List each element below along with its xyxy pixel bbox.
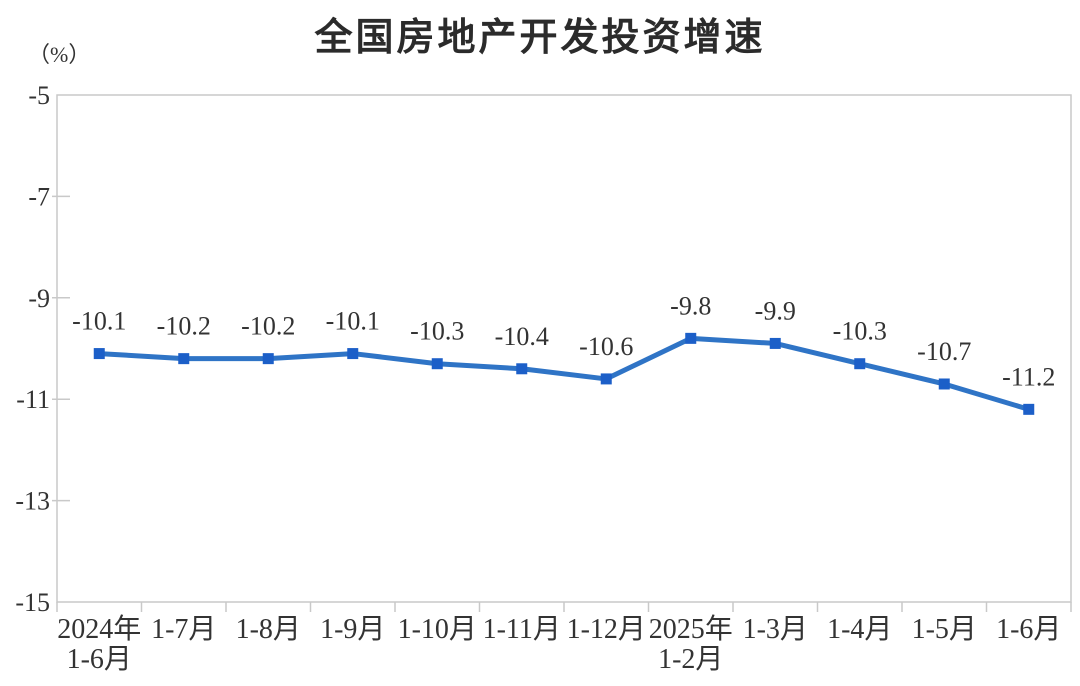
data-point-label: -10.1 [72, 307, 126, 336]
data-point-marker [685, 332, 697, 344]
data-point-marker [178, 353, 190, 365]
data-point-marker [262, 353, 274, 365]
data-point-marker [600, 373, 612, 385]
chart-title: 全国房地产开发投资增速 [314, 17, 766, 59]
data-point-label: -10.2 [157, 312, 211, 341]
y-axis-tick-label: -7 [28, 182, 50, 211]
data-point-marker [938, 378, 950, 390]
x-axis-category-label: 1-3月 [743, 614, 808, 645]
data-point-label: -9.9 [755, 296, 796, 325]
y-axis-tick-label: -9 [28, 284, 50, 313]
y-axis-unit-label: （%） [28, 42, 90, 67]
y-axis-tick-label: -13 [15, 487, 50, 516]
x-axis-category-label: 1-9月 [320, 614, 385, 645]
y-axis-tick-label: -15 [15, 588, 50, 617]
data-point-marker [769, 337, 781, 349]
data-point-marker [854, 358, 866, 370]
x-axis-category-label: 1-6月 [996, 614, 1061, 645]
data-point-label: -9.8 [670, 291, 711, 320]
x-axis-category-label: 1-10月 [398, 614, 477, 645]
data-point-label: -10.3 [833, 317, 887, 346]
x-axis-category-label: 2024年 [57, 613, 141, 645]
x-axis-category-label: 1-7月 [151, 614, 216, 645]
data-point-marker [516, 363, 528, 375]
data-point-marker [431, 358, 443, 370]
data-point-label: -10.4 [495, 322, 549, 351]
y-axis-tick-label: -5 [28, 81, 50, 110]
data-point-marker [1023, 403, 1035, 415]
data-point-label: -10.1 [326, 307, 380, 336]
data-point-marker [93, 348, 105, 360]
x-axis-category-label: 1-11月 [483, 614, 561, 645]
x-axis-category-label: 1-6月 [67, 644, 132, 675]
data-point-label: -10.2 [241, 312, 295, 341]
x-axis-category-label: 1-2月 [658, 644, 723, 675]
x-axis-category-label: 1-8月 [236, 614, 301, 645]
x-axis-category-label: 1-12月 [567, 614, 646, 645]
data-point-label: -10.7 [917, 337, 971, 366]
data-point-marker [347, 348, 359, 360]
y-axis-tick-label: -11 [16, 385, 50, 414]
data-point-label: -11.2 [1002, 362, 1055, 391]
data-point-label: -10.3 [410, 317, 464, 346]
x-axis-category-label: 1-4月 [827, 614, 892, 645]
x-axis-category-label: 2025年 [649, 613, 733, 645]
series-line [96, 335, 1032, 412]
x-axis-category-label: 1-5月 [912, 614, 977, 645]
data-point-label: -10.6 [579, 332, 633, 361]
